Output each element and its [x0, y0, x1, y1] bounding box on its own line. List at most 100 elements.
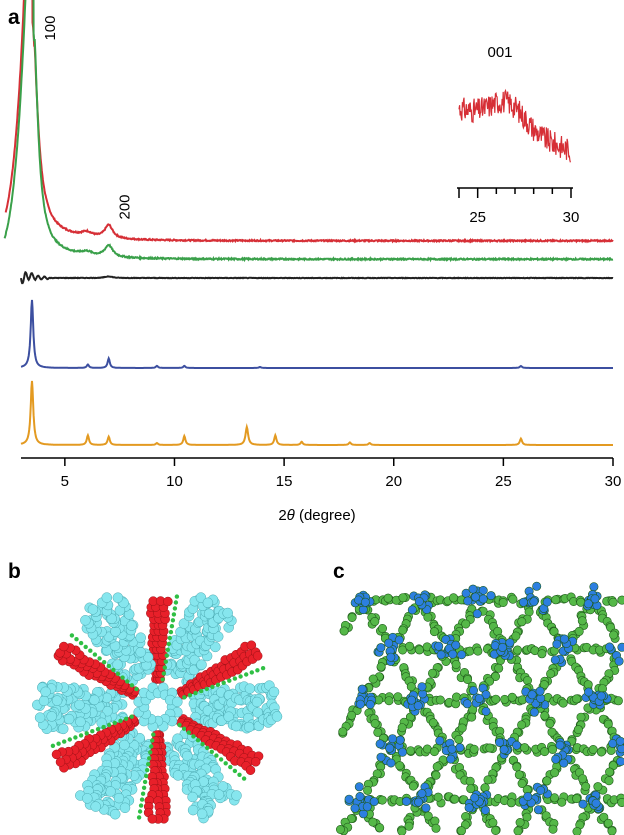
atom-c	[414, 645, 424, 655]
atom-c	[584, 687, 594, 697]
atom-c	[407, 605, 417, 615]
atom-c	[520, 743, 530, 753]
atom-c	[548, 744, 558, 754]
atom-c	[512, 740, 522, 750]
atom-b-edge	[140, 791, 146, 796]
atom-b	[57, 723, 69, 735]
atom-c	[508, 594, 518, 604]
atom-c	[375, 739, 385, 749]
atom-c	[362, 802, 372, 812]
atom-b	[106, 613, 117, 624]
atom-b-accent	[245, 765, 256, 775]
atom-c	[414, 797, 424, 807]
x-ticks: 5 10 15 20 25 30	[61, 458, 622, 490]
atom-c	[393, 692, 403, 702]
atom-b-edge	[120, 675, 125, 680]
atom-b	[196, 808, 208, 820]
atom-c	[427, 668, 437, 678]
atom-c	[515, 817, 525, 827]
atom-b-accent	[250, 757, 261, 767]
atom-c	[527, 690, 537, 700]
atom-b-edge	[125, 679, 130, 684]
atom-c	[398, 645, 408, 655]
atom-c	[401, 796, 411, 806]
atom-c	[429, 747, 439, 757]
atom-c	[605, 767, 615, 777]
atom-b-edge	[67, 737, 73, 742]
atom-c	[463, 674, 473, 684]
x-tick-label-25: 25	[495, 473, 512, 490]
atom-b-edge	[129, 683, 135, 688]
atom-c	[555, 740, 565, 750]
x-tick-label-30: 30	[605, 473, 622, 490]
atom-b-edge	[84, 731, 89, 736]
atom-c	[577, 616, 587, 626]
atom-b-accent	[59, 641, 69, 652]
atom-b	[172, 770, 184, 781]
atom-c	[454, 734, 464, 744]
atom-c	[571, 694, 581, 704]
atom-c	[451, 692, 461, 702]
atom-c	[481, 690, 491, 700]
atom-c	[397, 747, 407, 757]
atom-c	[605, 642, 615, 652]
atom-b-edge	[123, 716, 129, 721]
atom-c	[469, 744, 479, 754]
atom-b-edge	[205, 745, 210, 751]
atom-c	[533, 805, 543, 815]
atom-c	[617, 595, 624, 605]
atom-b-edge	[218, 757, 224, 762]
atom-b-edge	[149, 744, 154, 749]
atom-b-edge	[170, 618, 176, 623]
atom-c	[529, 597, 539, 607]
x-tick-label-5: 5	[61, 473, 69, 490]
atom-b	[46, 711, 57, 722]
atom-c	[375, 823, 385, 833]
atom-c	[397, 826, 407, 835]
atom-c	[478, 594, 488, 604]
atom-c	[368, 674, 378, 684]
atom-b	[34, 712, 46, 723]
atom-b-edge	[83, 644, 88, 650]
atom-c	[435, 736, 445, 746]
atom-c	[370, 718, 380, 728]
atom-c	[451, 640, 461, 650]
atom-c	[559, 634, 569, 644]
atom-b	[135, 632, 146, 643]
atom-c	[455, 743, 465, 753]
atom-b-edge	[139, 797, 145, 802]
atom-b-edge	[215, 682, 221, 687]
atom-c	[429, 627, 439, 637]
x-tick-label-15: 15	[276, 473, 293, 490]
atom-c	[468, 584, 478, 594]
atom-b-edge	[56, 741, 61, 746]
atom-c	[377, 623, 387, 633]
inset-ticks: 25 30	[458, 188, 579, 226]
atom-b-edge	[73, 735, 78, 740]
atom-b-edge	[221, 680, 226, 685]
inset-series-line	[458, 88, 571, 163]
atom-c	[513, 826, 523, 835]
atom-c	[596, 691, 606, 701]
atom-b-edge	[50, 743, 56, 748]
series-layer	[3, 0, 614, 446]
atom-c	[335, 824, 345, 834]
atom-b-accent	[51, 749, 62, 760]
atom-c	[578, 799, 588, 809]
atom-c	[457, 723, 467, 733]
atom-c	[581, 781, 591, 791]
atom-b-accent	[246, 640, 257, 650]
atom-c	[407, 695, 417, 705]
atom-b-edge	[173, 600, 179, 605]
atom-c	[434, 641, 444, 651]
atom-c	[433, 792, 443, 802]
atom-c	[495, 737, 505, 747]
atom-c	[338, 727, 348, 737]
atom-b	[63, 713, 75, 725]
atom-b	[142, 651, 154, 663]
atom-c	[551, 595, 561, 605]
atom-b-edge	[148, 750, 153, 755]
atom-c	[405, 641, 415, 651]
atom-c	[486, 591, 496, 601]
atom-b-edge	[232, 676, 238, 681]
